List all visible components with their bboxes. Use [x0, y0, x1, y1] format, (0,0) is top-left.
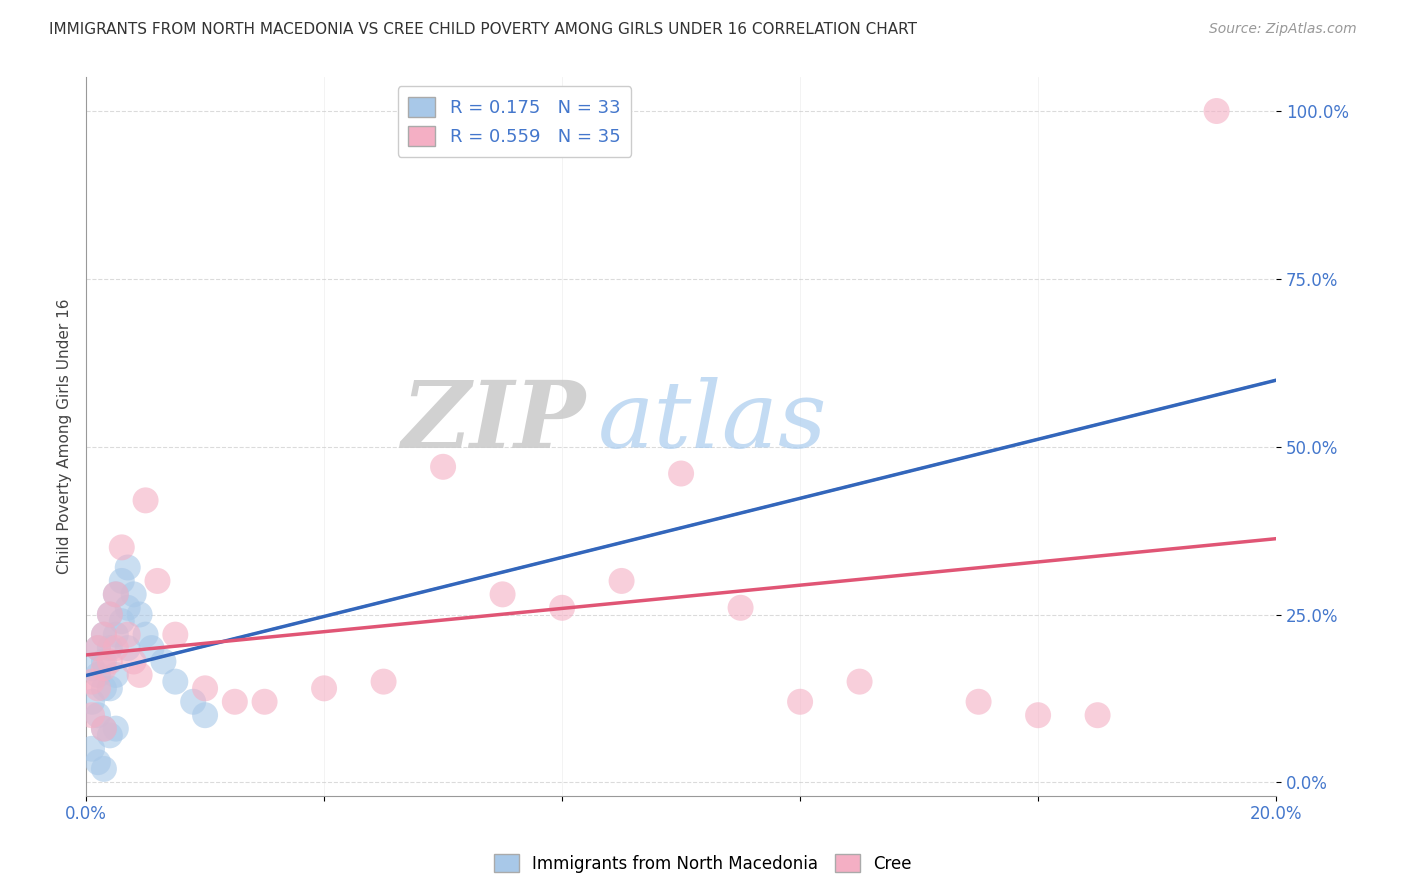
Text: atlas: atlas	[598, 377, 827, 467]
Legend: Immigrants from North Macedonia, Cree: Immigrants from North Macedonia, Cree	[488, 847, 918, 880]
Point	[87, 708, 110, 723]
Point	[104, 587, 127, 601]
Point	[93, 627, 115, 641]
Point	[146, 574, 169, 588]
Point	[122, 587, 145, 601]
Point	[117, 560, 139, 574]
Text: Source: ZipAtlas.com: Source: ZipAtlas.com	[1209, 22, 1357, 37]
Point	[1087, 708, 1109, 723]
Point	[104, 668, 127, 682]
Point	[93, 661, 115, 675]
Point	[104, 627, 127, 641]
Text: IMMIGRANTS FROM NORTH MACEDONIA VS CREE CHILD POVERTY AMONG GIRLS UNDER 16 CORRE: IMMIGRANTS FROM NORTH MACEDONIA VS CREE …	[49, 22, 917, 37]
Point	[224, 695, 246, 709]
Point	[104, 587, 127, 601]
Point	[93, 762, 115, 776]
Point	[152, 655, 174, 669]
Point	[104, 641, 127, 656]
Point	[117, 600, 139, 615]
Point	[848, 674, 870, 689]
Point	[253, 695, 276, 709]
Point	[98, 607, 121, 622]
Point	[165, 674, 187, 689]
Point	[87, 755, 110, 769]
Point	[135, 627, 157, 641]
Point	[111, 614, 134, 628]
Point	[80, 741, 103, 756]
Point	[491, 587, 513, 601]
Point	[373, 674, 395, 689]
Point	[80, 708, 103, 723]
Text: ZIP: ZIP	[402, 377, 586, 467]
Point	[730, 600, 752, 615]
Point	[87, 668, 110, 682]
Point	[93, 655, 115, 669]
Point	[1026, 708, 1049, 723]
Point	[669, 467, 692, 481]
Point	[98, 728, 121, 742]
Point	[789, 695, 811, 709]
Point	[80, 674, 103, 689]
Point	[194, 681, 217, 696]
Point	[551, 600, 574, 615]
Point	[80, 661, 103, 675]
Point	[181, 695, 204, 709]
Point	[87, 641, 110, 656]
Legend: R = 0.175   N = 33, R = 0.559   N = 35: R = 0.175 N = 33, R = 0.559 N = 35	[398, 87, 631, 157]
Point	[1205, 103, 1227, 118]
Point	[117, 627, 139, 641]
Point	[165, 627, 187, 641]
Point	[93, 681, 115, 696]
Point	[87, 681, 110, 696]
Point	[98, 681, 121, 696]
Y-axis label: Child Poverty Among Girls Under 16: Child Poverty Among Girls Under 16	[58, 299, 72, 574]
Point	[111, 574, 134, 588]
Point	[93, 627, 115, 641]
Point	[122, 655, 145, 669]
Point	[80, 695, 103, 709]
Point	[610, 574, 633, 588]
Point	[135, 493, 157, 508]
Point	[98, 655, 121, 669]
Point	[128, 668, 150, 682]
Point	[98, 641, 121, 656]
Point	[432, 459, 454, 474]
Point	[111, 541, 134, 555]
Point	[87, 641, 110, 656]
Point	[93, 722, 115, 736]
Point	[312, 681, 335, 696]
Point	[141, 641, 163, 656]
Point	[98, 607, 121, 622]
Point	[128, 607, 150, 622]
Point	[967, 695, 990, 709]
Point	[117, 641, 139, 656]
Point	[93, 722, 115, 736]
Point	[194, 708, 217, 723]
Point	[104, 722, 127, 736]
